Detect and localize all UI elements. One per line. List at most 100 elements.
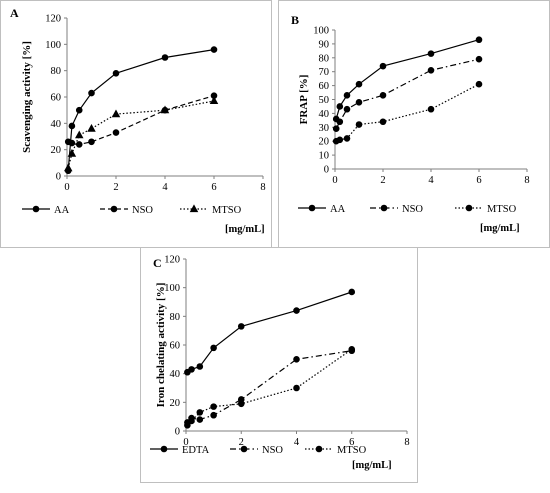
panel-a: A 0 20 40 60 80 100 120 0 2 4 6 8 Scavenging activity… <box>0 0 272 248</box>
data-point-mtso <box>475 80 483 88</box>
x-tick-label: 8 <box>404 437 409 448</box>
data-point-edta <box>188 366 195 373</box>
data-point-aa <box>343 92 351 99</box>
data-point-mtso <box>379 118 387 126</box>
y-tick-label: 20 <box>170 398 181 409</box>
data-point-aa <box>112 70 120 77</box>
data-point-nso <box>112 129 120 136</box>
y-tick-label: 0 <box>56 172 61 183</box>
y-axis-title: FRAP [%] <box>298 75 310 125</box>
data-point-mtso <box>293 384 300 392</box>
y-tick-label: 80 <box>319 53 330 64</box>
data-point-nso <box>196 416 204 423</box>
x-unit-label: [mg/mL] <box>225 224 265 235</box>
legend-marker-nso <box>380 204 388 212</box>
data-point-aa <box>336 103 344 110</box>
data-point-mtso <box>184 421 191 429</box>
data-point-mtso <box>209 96 219 105</box>
data-point-edta <box>348 288 356 296</box>
data-point-nso <box>68 139 76 147</box>
legend-label-edta: EDTA <box>182 445 210 456</box>
y-tick-label: 100 <box>313 26 329 37</box>
data-point-mtso <box>336 136 344 144</box>
data-point-nso <box>88 138 95 146</box>
x-tick-label: 0 <box>183 437 188 448</box>
legend-marker-aa <box>308 204 316 212</box>
legend-label-nso: NSO <box>262 445 283 456</box>
data-point-aa <box>355 80 363 88</box>
y-tick-label: 60 <box>51 93 62 104</box>
x-tick-label: 8 <box>524 175 529 186</box>
legend-label-nso: NSO <box>132 205 153 216</box>
y-tick-label: 0 <box>175 427 180 438</box>
legend-marker-nso <box>110 205 118 213</box>
data-point-nso <box>343 105 351 113</box>
x-tick-label: 6 <box>476 175 481 186</box>
data-point-mtso <box>75 130 84 139</box>
x-tick-label: 8 <box>260 182 265 193</box>
y-tick-label: 100 <box>164 283 180 294</box>
data-point-mtso <box>210 403 217 410</box>
y-tick-label: 60 <box>170 341 181 352</box>
y-tick-label: 50 <box>319 95 330 106</box>
legend-label-mtso: MTSO <box>487 204 517 215</box>
y-tick-label: 40 <box>51 119 62 130</box>
panel-frame <box>0 0 272 248</box>
data-point-nso <box>293 356 300 363</box>
data-point-mtso <box>63 163 73 172</box>
legend-marker-aa <box>32 205 40 213</box>
x-tick-label: 4 <box>162 182 168 193</box>
data-point-mtso <box>427 105 435 113</box>
legend-marker-nso <box>240 445 248 453</box>
data-point-nso <box>427 67 435 74</box>
x-tick-label: 2 <box>113 182 118 193</box>
legend-label-mtso: MTSO <box>337 445 367 456</box>
data-point-aa <box>161 54 169 61</box>
data-point-mtso <box>237 400 245 408</box>
x-tick-label: 0 <box>332 175 337 186</box>
data-point-edta <box>237 323 245 330</box>
data-point-nso <box>379 92 387 99</box>
data-point-aa <box>75 106 83 114</box>
x-tick-label: 2 <box>239 437 244 448</box>
x-tick-label: 6 <box>211 182 216 193</box>
y-tick-label: 60 <box>319 81 330 92</box>
data-point-aa <box>68 122 76 130</box>
y-tick-label: 30 <box>319 123 330 134</box>
data-point-mtso <box>355 121 363 128</box>
x-tick-label: 6 <box>349 437 354 448</box>
legend-label-nso: NSO <box>402 204 423 215</box>
y-tick-label: 90 <box>319 39 330 50</box>
data-point-nso <box>355 98 363 106</box>
data-point-edta <box>196 363 204 370</box>
x-tick-label: 4 <box>428 175 434 186</box>
data-point-aa <box>210 46 218 53</box>
y-tick-label: 20 <box>319 137 330 148</box>
y-axis-title: Scavenging activity [%] <box>21 41 33 153</box>
data-point-nso <box>75 141 83 148</box>
legend-label-mtso: MTSO <box>212 205 242 216</box>
data-point-nso <box>475 55 483 63</box>
x-tick-label: 2 <box>380 175 385 186</box>
data-point-aa <box>475 36 483 44</box>
legend-marker-mtso <box>465 204 473 212</box>
panel-label: C <box>153 256 162 270</box>
x-tick-label: 4 <box>294 437 300 448</box>
y-tick-label: 10 <box>319 151 330 162</box>
data-point-mtso <box>111 109 121 118</box>
data-point-nso <box>210 411 217 419</box>
y-tick-label: 80 <box>51 66 62 77</box>
data-point-mtso <box>343 135 351 142</box>
data-point-aa <box>379 62 387 70</box>
data-point-edta <box>210 344 217 352</box>
legend-label-aa: AA <box>330 204 346 215</box>
y-tick-label: 80 <box>170 312 181 323</box>
legend-marker-mtso <box>189 204 199 213</box>
panel-label: B <box>291 13 299 27</box>
panel-c: C 0 20 40 60 80 100 120 0 2 4 6 8 Iron chelating acti… <box>140 247 418 483</box>
y-tick-label: 40 <box>170 369 181 380</box>
data-point-nso <box>332 125 340 132</box>
y-tick-label: 100 <box>45 40 61 51</box>
data-point-mtso <box>348 346 356 353</box>
